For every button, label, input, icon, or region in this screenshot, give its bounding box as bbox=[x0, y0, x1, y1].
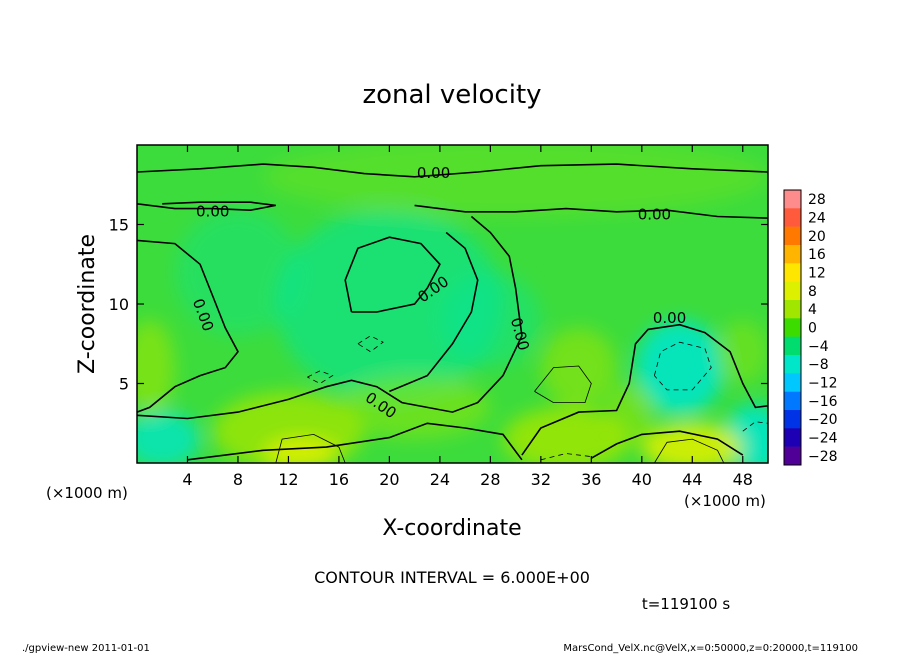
colorbar-swatch bbox=[784, 410, 801, 429]
contour-label: 0.00 bbox=[417, 164, 450, 182]
footer-right: MarsCond_VelX.nc@VelX,x=0:50000,z=0:2000… bbox=[563, 643, 858, 654]
colorbar-label: 4 bbox=[808, 302, 817, 318]
x-unit-note-left: (×1000 m) bbox=[46, 484, 128, 502]
y-tick-label: 5 bbox=[119, 375, 129, 394]
field-blob bbox=[717, 319, 768, 384]
x-tick-label: 48 bbox=[733, 470, 753, 489]
field-blob bbox=[540, 327, 617, 408]
colorbar-swatch bbox=[784, 263, 801, 282]
field-blob bbox=[502, 407, 630, 463]
contour-line bbox=[654, 438, 725, 463]
colorbar-label: 0 bbox=[808, 321, 817, 337]
plot-area bbox=[137, 145, 768, 463]
contour-label: 0.00 bbox=[196, 202, 229, 220]
colorbar-label: −12 bbox=[808, 376, 838, 392]
colorbar-label: 28 bbox=[808, 192, 826, 208]
colorbar-label: −24 bbox=[808, 431, 838, 447]
x-tick-label: 40 bbox=[632, 470, 652, 489]
colorbar-swatch bbox=[784, 428, 801, 447]
footer-left: ./gpview-new 2011-01-01 bbox=[22, 643, 150, 654]
chart-title: zonal velocity bbox=[362, 80, 541, 110]
contour-interval-text: CONTOUR INTERVAL = 6.000E+00 bbox=[314, 568, 590, 587]
y-tick-label: 10 bbox=[109, 295, 129, 314]
contour-line bbox=[137, 215, 523, 420]
contour-line bbox=[137, 201, 276, 212]
contour-line bbox=[275, 433, 346, 463]
contour-line bbox=[414, 204, 768, 219]
field-blob bbox=[641, 423, 743, 463]
x-tick-label: 16 bbox=[329, 470, 349, 489]
colorbar-frame bbox=[783, 189, 802, 466]
colorbar-label: −16 bbox=[808, 394, 838, 410]
field-blob bbox=[174, 208, 302, 336]
colorbar-swatch bbox=[784, 391, 801, 411]
x-tick-label: 44 bbox=[682, 470, 702, 489]
contour-line bbox=[344, 236, 441, 313]
colorbar-swatch bbox=[784, 281, 801, 301]
field-blob bbox=[439, 272, 541, 368]
field-blob bbox=[338, 375, 491, 440]
contour-line bbox=[357, 335, 384, 353]
colorbar-swatch bbox=[784, 190, 801, 209]
contour-label: 0.00 bbox=[653, 309, 686, 327]
colorbar-swatch bbox=[784, 355, 801, 374]
field-blob bbox=[603, 383, 655, 448]
colorbar-label: 24 bbox=[808, 211, 826, 227]
colorbar-label: −28 bbox=[808, 449, 838, 465]
colorbar-swatch bbox=[784, 373, 801, 392]
x-unit-note-right: (×1000 m) bbox=[684, 492, 766, 510]
colorbar-label: 12 bbox=[808, 266, 826, 282]
x-tick-label: 28 bbox=[480, 470, 500, 489]
x-tick-label: 4 bbox=[182, 470, 192, 489]
x-tick-label: 8 bbox=[233, 470, 243, 489]
x-tick-label: 24 bbox=[430, 470, 450, 489]
colorbar-swatch bbox=[784, 300, 801, 319]
y-axis-ticks: 5 10 15 bbox=[109, 216, 768, 394]
x-axis-label: X-coordinate bbox=[382, 516, 521, 541]
colorbar-label: 8 bbox=[808, 284, 817, 300]
colorbar-label: −8 bbox=[808, 357, 829, 373]
colorbar-swatch bbox=[784, 336, 801, 356]
contour-line bbox=[307, 370, 334, 384]
colorbar-label: 20 bbox=[808, 229, 826, 245]
colorbar: 28 24 20 16 12 8 4 0 −4 −8 −12 −16 −20 −24 −28 bbox=[783, 189, 838, 466]
field-blob bbox=[263, 437, 339, 463]
field-blob bbox=[263, 145, 768, 217]
colorbar-label: −4 bbox=[808, 339, 829, 355]
contour-line bbox=[137, 239, 239, 413]
contour-line bbox=[590, 430, 744, 459]
time-text: t=119100 s bbox=[642, 595, 730, 613]
x-tick-label: 20 bbox=[379, 470, 399, 489]
contour-line bbox=[389, 231, 479, 393]
field-blob bbox=[137, 410, 201, 463]
y-tick-label: 15 bbox=[109, 216, 129, 235]
contour-label: 0.00 bbox=[638, 205, 671, 223]
field-blob bbox=[635, 319, 724, 416]
x-tick-label: 36 bbox=[581, 470, 601, 489]
y-axis-label: Z-coordinate bbox=[75, 234, 100, 374]
x-tick-label: 12 bbox=[278, 470, 298, 489]
x-tick-label: 32 bbox=[531, 470, 551, 489]
colorbar-swatch bbox=[784, 226, 801, 246]
contour-lines bbox=[137, 163, 768, 463]
x-axis-ticks: 4 8 12 16 20 24 28 32 36 40 44 48 bbox=[182, 145, 753, 489]
field-blob bbox=[137, 319, 175, 416]
colorbar-swatch bbox=[784, 446, 801, 466]
colorbar-label: 16 bbox=[808, 247, 826, 263]
contour-line bbox=[654, 341, 712, 391]
contour-line bbox=[187, 422, 523, 461]
contour-line bbox=[534, 365, 592, 403]
colorbar-swatch bbox=[784, 245, 801, 264]
contour-line bbox=[521, 323, 768, 456]
contour-labels: 0.000.00 0.000.000.000.000.000.00 bbox=[189, 164, 686, 422]
colorbar-swatch bbox=[784, 208, 801, 227]
contour-line bbox=[137, 163, 768, 178]
colorbar-swatch bbox=[784, 318, 801, 337]
colorbar-label: −20 bbox=[808, 412, 838, 428]
